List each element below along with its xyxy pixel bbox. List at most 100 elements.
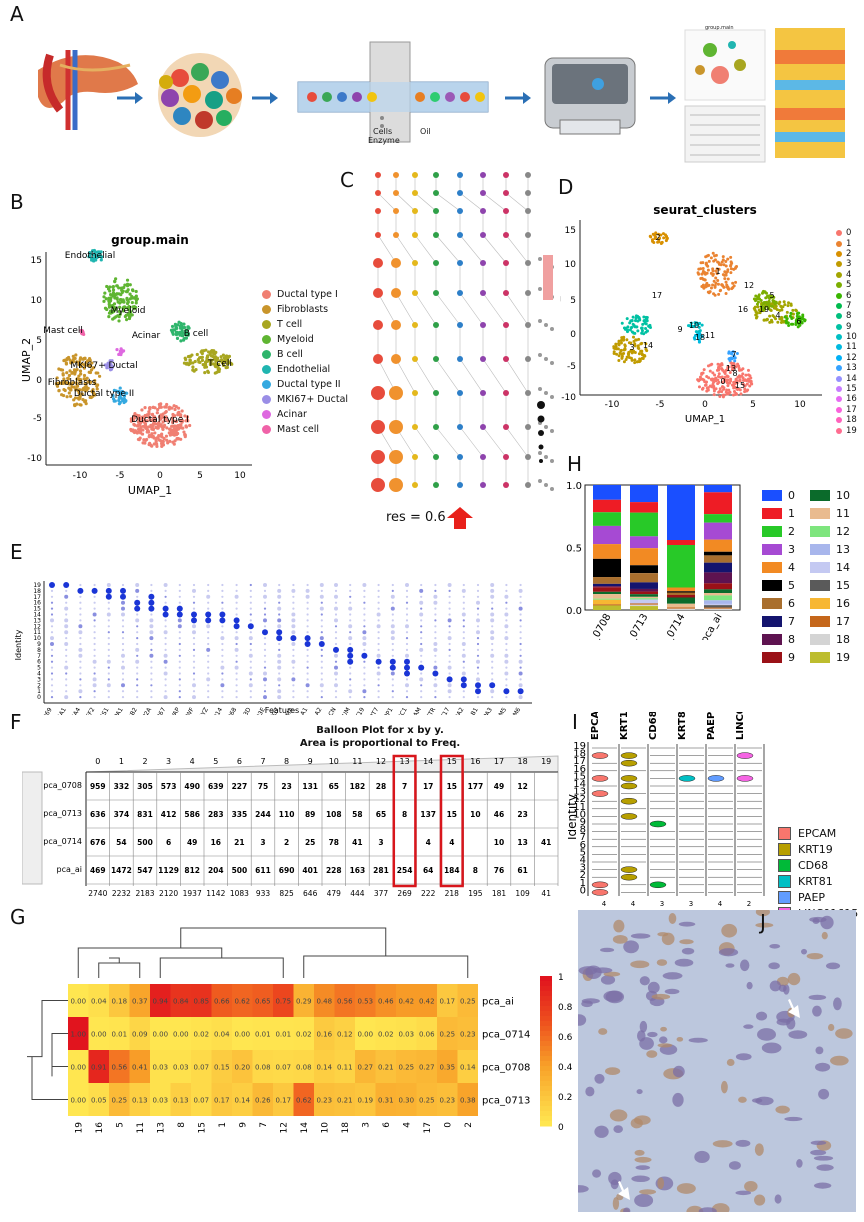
gene-label: PAEP [706, 712, 717, 740]
panel-letter-j: J [760, 910, 766, 934]
bar-segment [593, 558, 621, 578]
umap-point [81, 398, 85, 402]
tree-edge [414, 192, 437, 212]
dot-mark [363, 684, 366, 687]
dot-mark [306, 619, 309, 622]
umap-point [74, 381, 78, 385]
umap-point [112, 309, 116, 314]
dot-mark [121, 696, 125, 699]
tree-node [457, 482, 463, 488]
tree-node [503, 290, 509, 296]
cell-value: 10 [470, 810, 480, 819]
legend-label: 9 [788, 650, 795, 664]
tree-node [525, 322, 531, 328]
umap-point [108, 309, 113, 313]
umap-point [88, 395, 92, 399]
dot-mark [461, 588, 466, 593]
umap-point [79, 372, 83, 376]
ihc-cell [598, 1028, 608, 1035]
dot-mark [64, 594, 69, 599]
umap-point [709, 286, 713, 290]
bar-segment [704, 589, 732, 594]
heat-cell [293, 984, 314, 1017]
dot-mark [263, 618, 267, 623]
bar-segment [593, 599, 621, 605]
cluster-label: 6 [796, 317, 801, 326]
dot-mark [235, 589, 238, 592]
dot-mark [221, 589, 224, 592]
dot-mark [247, 623, 254, 630]
dot-mark [405, 690, 409, 693]
dot-mark [462, 637, 465, 640]
column-header: 0 [95, 757, 100, 766]
tree-node [525, 190, 531, 196]
umap-point [765, 303, 769, 307]
tree-node [433, 482, 439, 488]
legend-label: 16 [836, 596, 850, 610]
x-tick-label: 2 [747, 900, 751, 908]
dot-mark [391, 678, 394, 681]
ihc-cell [810, 1149, 827, 1156]
legend-item: 12 [810, 522, 860, 540]
panel-letter-g: G [10, 905, 26, 929]
dot-mark [221, 660, 224, 663]
dot-mark [121, 660, 125, 663]
dot-mark [248, 653, 253, 658]
ihc-cell [815, 1062, 831, 1072]
umap-point [125, 284, 130, 288]
violin-shape [620, 813, 638, 820]
dot-mark [405, 678, 409, 681]
legend-swatch [810, 651, 830, 663]
umap-point [698, 375, 702, 379]
umap-point [730, 350, 734, 354]
cluster-label: 4 [775, 311, 780, 320]
dot-mark [207, 690, 210, 693]
dot-mark [277, 588, 282, 593]
tree-node [373, 258, 383, 268]
umap-point [721, 258, 725, 262]
umap-point [206, 355, 210, 359]
column-header: 13 [400, 757, 410, 766]
umap-point [128, 292, 132, 296]
cell-value: 227 [232, 782, 248, 791]
umap-point [617, 354, 621, 358]
heat-value: 0.91 [91, 1064, 107, 1072]
dot-mark [206, 594, 211, 599]
umap-point [767, 299, 771, 303]
bar-segment [704, 608, 732, 610]
scale-tick: 0.4 [558, 1063, 573, 1073]
column-total: 269 [397, 889, 412, 898]
umap-point [729, 271, 733, 275]
umap-point [631, 315, 635, 319]
legend-item: 9 [762, 648, 810, 666]
feature-label: NKG7 [266, 706, 281, 715]
x-axis-label: UMAP_1 [685, 414, 725, 425]
dot-mark [348, 624, 353, 629]
umap-point [707, 376, 711, 380]
dot-mark [377, 607, 380, 610]
color-scale-segment [540, 1061, 552, 1067]
legend-h: 0 10 1 11 2 12 3 13 4 14 5 15 6 16 7 17 8 18 9 19 [762, 486, 862, 666]
umap-point [117, 402, 122, 406]
legend-swatch [836, 302, 842, 309]
heat-value: 0.62 [234, 998, 250, 1006]
cluster-label: 1 [715, 267, 720, 276]
dot-mark [121, 625, 125, 628]
y-tick-label: 3 [37, 676, 41, 683]
dot-mark [107, 648, 110, 651]
umap-point [701, 261, 705, 265]
umap-point [719, 375, 723, 379]
legend-item: 19 [810, 648, 860, 666]
cell-value: 547 [137, 866, 153, 875]
dot-mark [349, 666, 352, 669]
dot-mark [136, 672, 139, 675]
tree-edge [505, 426, 529, 458]
umap-point [659, 233, 663, 237]
heat-value: 0.00 [234, 1031, 250, 1039]
dot-mark [334, 665, 338, 670]
umap-point [723, 277, 727, 281]
umap-point [710, 385, 714, 389]
dot-mark [93, 631, 96, 634]
dot-mark [420, 595, 423, 598]
umap-point [722, 263, 726, 267]
